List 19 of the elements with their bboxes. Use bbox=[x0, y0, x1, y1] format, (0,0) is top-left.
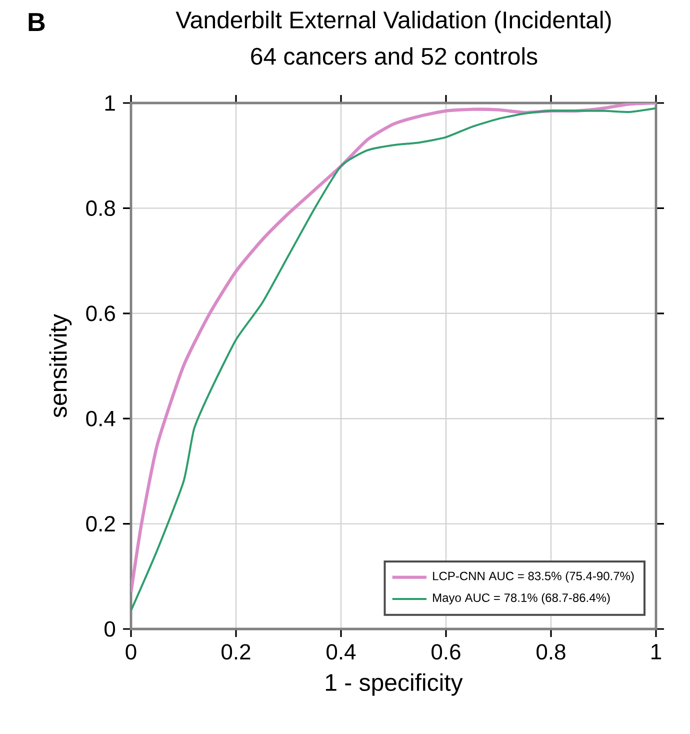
y-tick-label: 0.2 bbox=[86, 516, 115, 532]
x-tick-label: 0 bbox=[126, 644, 136, 660]
x-tick-label: 0.6 bbox=[432, 644, 460, 660]
y-tick-label: 0.8 bbox=[86, 200, 115, 216]
legend-label: Mayo AUC = 78.1% (68.7-86.4%) bbox=[433, 593, 610, 604]
x-tick-label: 0.8 bbox=[536, 644, 566, 660]
chart-subtitle: 64 cancers and 52 controls bbox=[251, 47, 538, 65]
y-axis-title: sensitivity bbox=[49, 314, 72, 418]
y-tick-label: 0.4 bbox=[86, 410, 116, 426]
y-tick-label: 0.6 bbox=[86, 306, 115, 322]
y-tick-label: 0 bbox=[104, 621, 116, 637]
text: B bbox=[28, 13, 45, 31]
x-tick-label: 1 bbox=[652, 644, 662, 660]
x-axis-title: 1 - specificity bbox=[326, 673, 463, 696]
chart-title: Vanderbilt External Validation (Incidental) bbox=[176, 10, 611, 34]
legend-label: LCP-CNN AUC = 83.5% (75.4-90.7%) bbox=[433, 571, 634, 583]
x-tick-label: 0.2 bbox=[222, 644, 250, 660]
x-tick-label: 0.4 bbox=[326, 644, 356, 660]
y-tick-label: 1 bbox=[105, 95, 115, 111]
